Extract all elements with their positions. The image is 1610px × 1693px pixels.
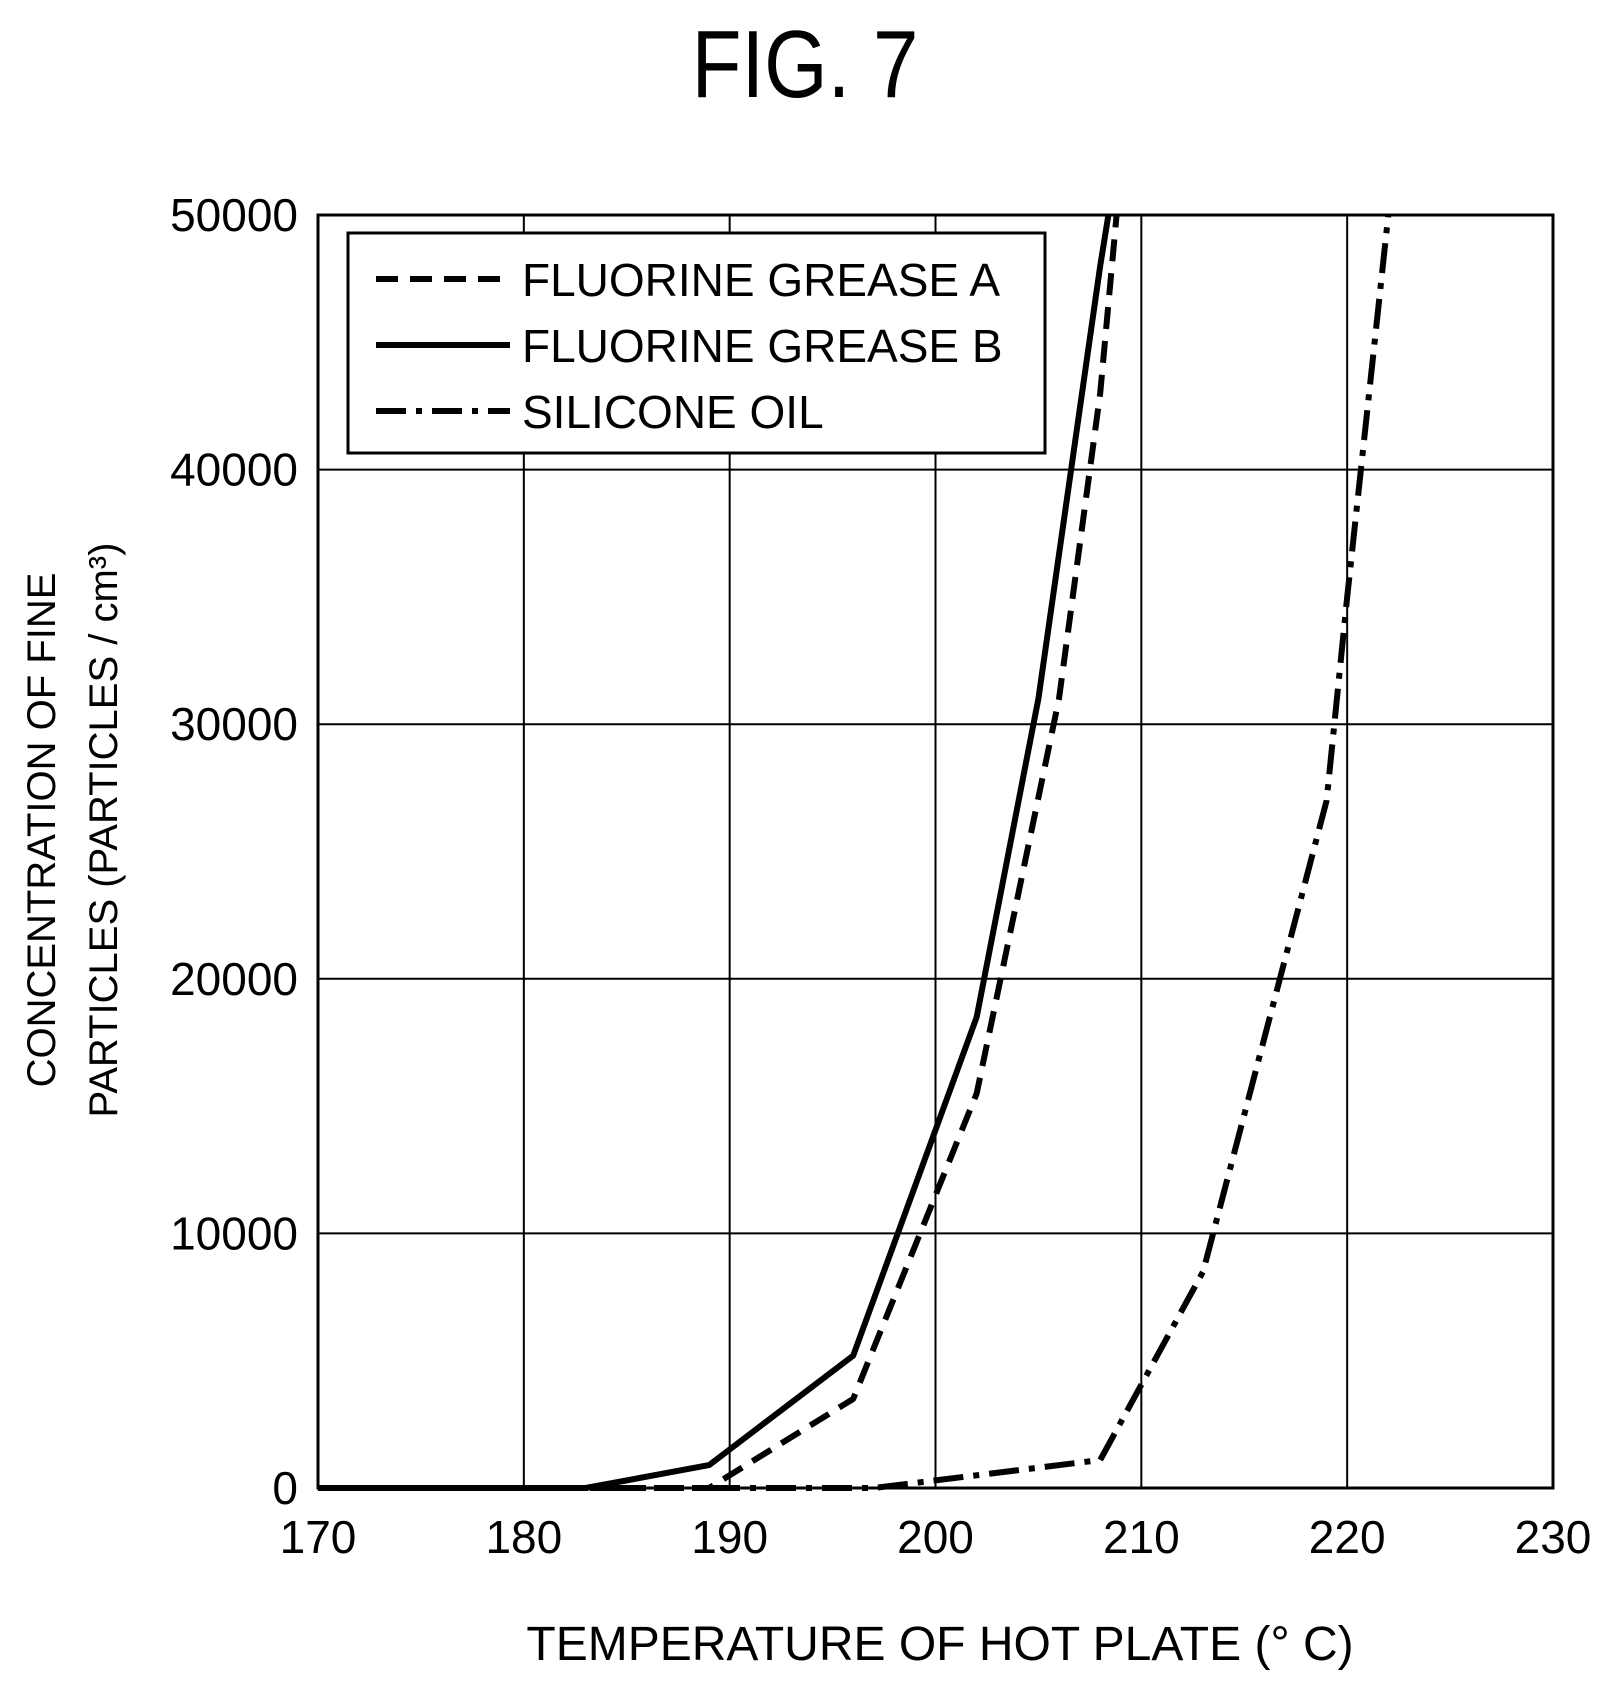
x-tick-label: 180 bbox=[485, 1511, 562, 1563]
y-tick-label: 30000 bbox=[170, 698, 298, 750]
legend-label: FLUORINE GREASE A bbox=[522, 254, 1000, 306]
y-axis-label-line-2: PARTICLES (PARTICLES / cm³) bbox=[82, 542, 126, 1118]
y-tick-label: 40000 bbox=[170, 444, 298, 496]
y-tick-label: 20000 bbox=[170, 953, 298, 1005]
y-axis-label: CONCENTRATION OF FINE PARTICLES (PARTICL… bbox=[18, 470, 128, 1190]
x-tick-labels: 170 180 190 200 210 220 230 bbox=[280, 1511, 1592, 1563]
legend-label: FLUORINE GREASE B bbox=[522, 320, 1003, 372]
x-axis-label: TEMPERATURE OF HOT PLATE (° C) bbox=[526, 1618, 1354, 1671]
y-tick-labels: 0 10000 20000 30000 40000 50000 bbox=[170, 189, 298, 1514]
y-axis-label-line-1: CONCENTRATION OF FINE bbox=[20, 572, 64, 1088]
x-tick-label: 190 bbox=[691, 1511, 768, 1563]
x-tick-label: 210 bbox=[1103, 1511, 1180, 1563]
x-tick-label: 220 bbox=[1309, 1511, 1386, 1563]
x-tick-label: 230 bbox=[1515, 1511, 1592, 1563]
series-line-fluorine-grease-b bbox=[318, 214, 1112, 1491]
x-tick-label: 200 bbox=[897, 1511, 974, 1563]
legend-label: SILICONE OIL bbox=[522, 386, 824, 438]
legend: FLUORINE GREASE A FLUORINE GREASE B SILICO… bbox=[346, 231, 1047, 455]
x-tick-label: 170 bbox=[280, 1511, 357, 1563]
y-tick-label: 0 bbox=[272, 1462, 298, 1514]
plot-frame bbox=[316, 213, 1555, 1490]
y-tick-label: 10000 bbox=[170, 1207, 298, 1259]
figure-title: FIG. 7 bbox=[691, 11, 919, 118]
y-tick-label: 50000 bbox=[170, 189, 298, 241]
